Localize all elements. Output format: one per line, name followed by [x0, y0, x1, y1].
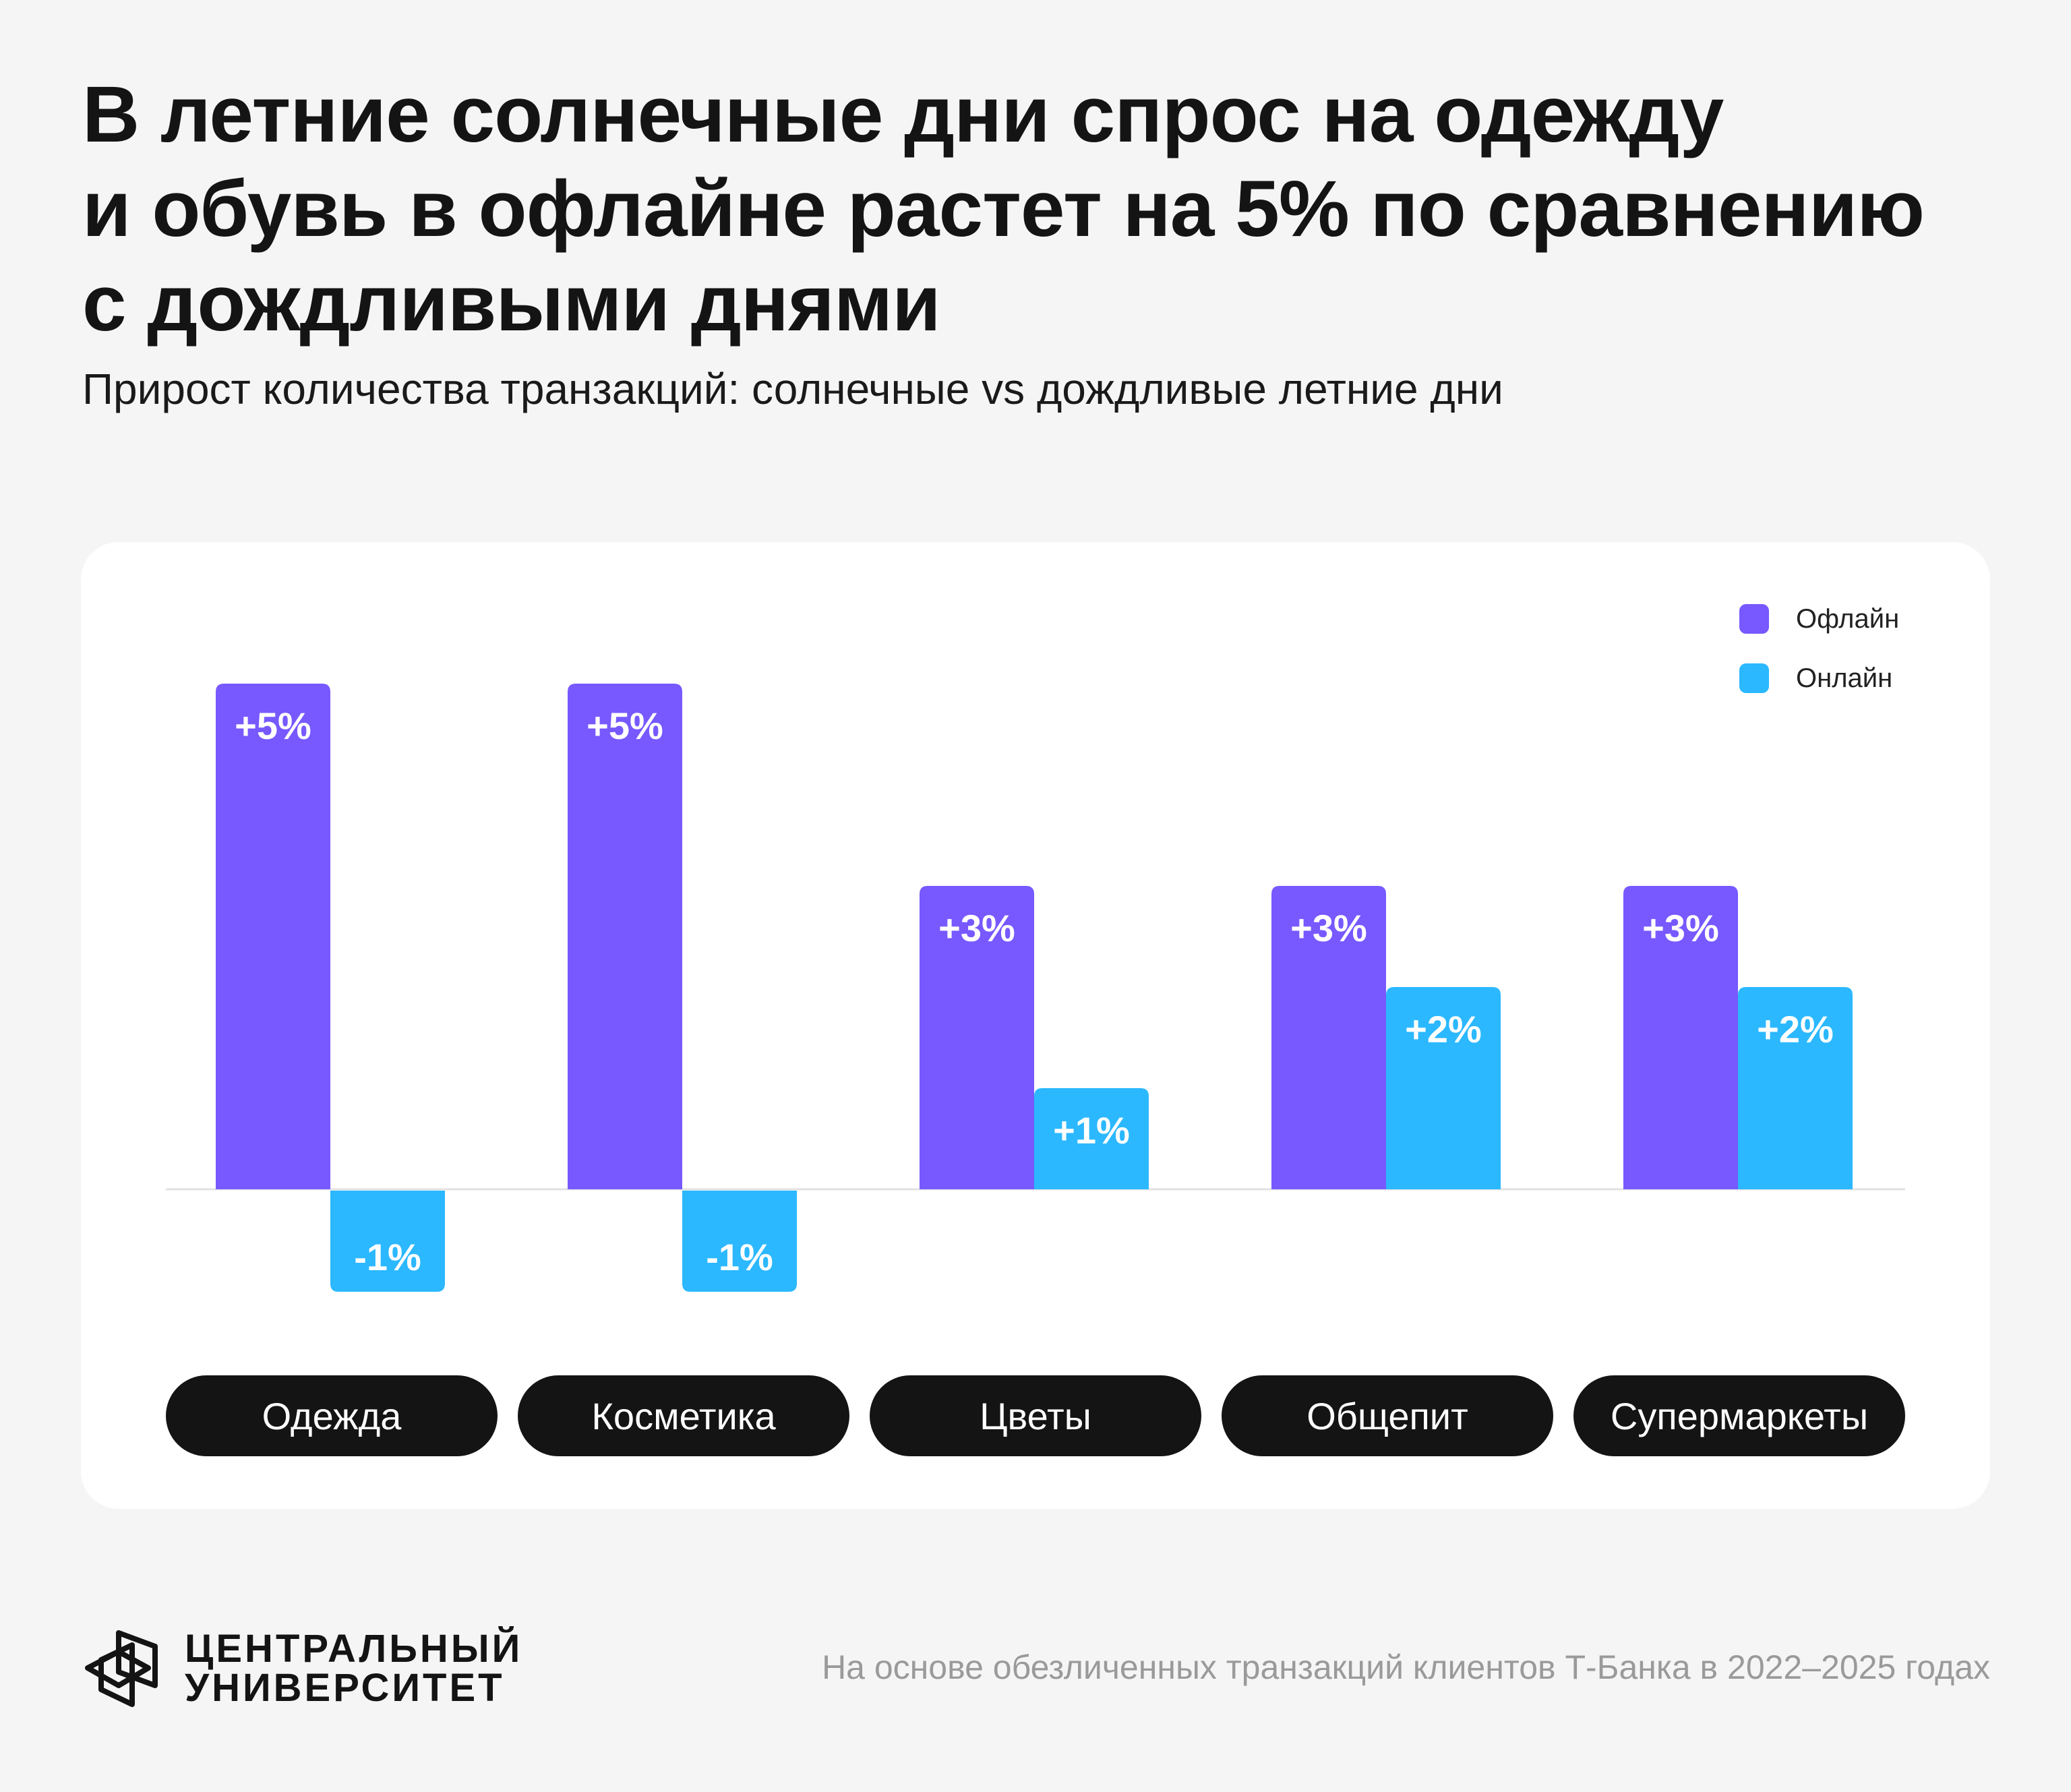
- data-label: +5%: [587, 705, 663, 747]
- title-line: В летние солнечные дни спрос на одежду: [82, 70, 1724, 159]
- bar-offline-4: [1623, 886, 1738, 1189]
- logo: ЦЕНТРАЛЬНЫЙ УНИВЕРСИТЕТ: [81, 1625, 522, 1712]
- logo-line: ЦЕНТРАЛЬНЫЙ: [185, 1627, 523, 1671]
- category-label-flowers: Цветы: [870, 1375, 1201, 1456]
- bar-offline-3: [1271, 886, 1386, 1189]
- bar-offline-2: [920, 886, 1034, 1189]
- legend-label: Офлайн: [1796, 603, 1900, 634]
- data-label: +1%: [1053, 1109, 1130, 1152]
- legend-item-online: Онлайн: [1739, 649, 1899, 708]
- chart-card: +5% -1% +5% -1% +3% +1% +3% +2% +3% +2% Офлайн Он…: [81, 542, 1990, 1509]
- data-label: +3%: [1642, 907, 1719, 949]
- data-label: -1%: [706, 1236, 773, 1278]
- category-label-supermarkets: Супермаркеты: [1573, 1375, 1905, 1456]
- category-label-clothing: Одежда: [166, 1375, 498, 1456]
- chart-subtitle: Прирост количества транзакций: солнечные…: [82, 365, 1503, 413]
- bar-chart: +5% -1% +5% -1% +3% +1% +3% +2% +3% +2%: [166, 684, 1905, 1292]
- title-line: и обувь в офлайне растет на 5% по сравне…: [82, 165, 1925, 253]
- legend-swatch-offline: [1739, 604, 1769, 634]
- source-note: На основе обезличенных транзакций клиент…: [822, 1648, 1990, 1686]
- cube-outline-icon: [85, 1630, 158, 1707]
- legend-item-offline: Офлайн: [1739, 589, 1899, 649]
- chart-legend: Офлайн Онлайн: [1739, 589, 1899, 708]
- data-label: +3%: [1290, 907, 1367, 949]
- data-label: +5%: [235, 705, 311, 747]
- bar-online-0: [330, 1191, 445, 1292]
- data-label: +2%: [1405, 1008, 1482, 1050]
- bar-online-1: [682, 1191, 797, 1292]
- data-label: -1%: [354, 1236, 421, 1278]
- bar-offline-0: [216, 684, 330, 1189]
- legend-label: Онлайн: [1796, 663, 1893, 693]
- logo-wordmark: ЦЕНТРАЛЬНЫЙ УНИВЕРСИТЕТ: [185, 1630, 522, 1708]
- category-label-cosmetics: Косметика: [518, 1375, 849, 1456]
- title-line: с дождливыми днями: [82, 259, 941, 348]
- bar-online-3: [1386, 987, 1501, 1189]
- bar-offline-1: [568, 684, 682, 1189]
- page-title: В летние солнечные дни спрос на одежду и…: [82, 67, 2010, 351]
- data-label: +3%: [938, 907, 1015, 949]
- legend-swatch-online: [1739, 663, 1769, 693]
- data-label: +2%: [1757, 1008, 1834, 1050]
- bar-online-4: [1738, 987, 1853, 1189]
- logo-line: УНИВЕРСИТЕТ: [185, 1666, 505, 1710]
- bar-online-2: [1034, 1088, 1149, 1189]
- category-label-catering: Общепит: [1222, 1375, 1553, 1456]
